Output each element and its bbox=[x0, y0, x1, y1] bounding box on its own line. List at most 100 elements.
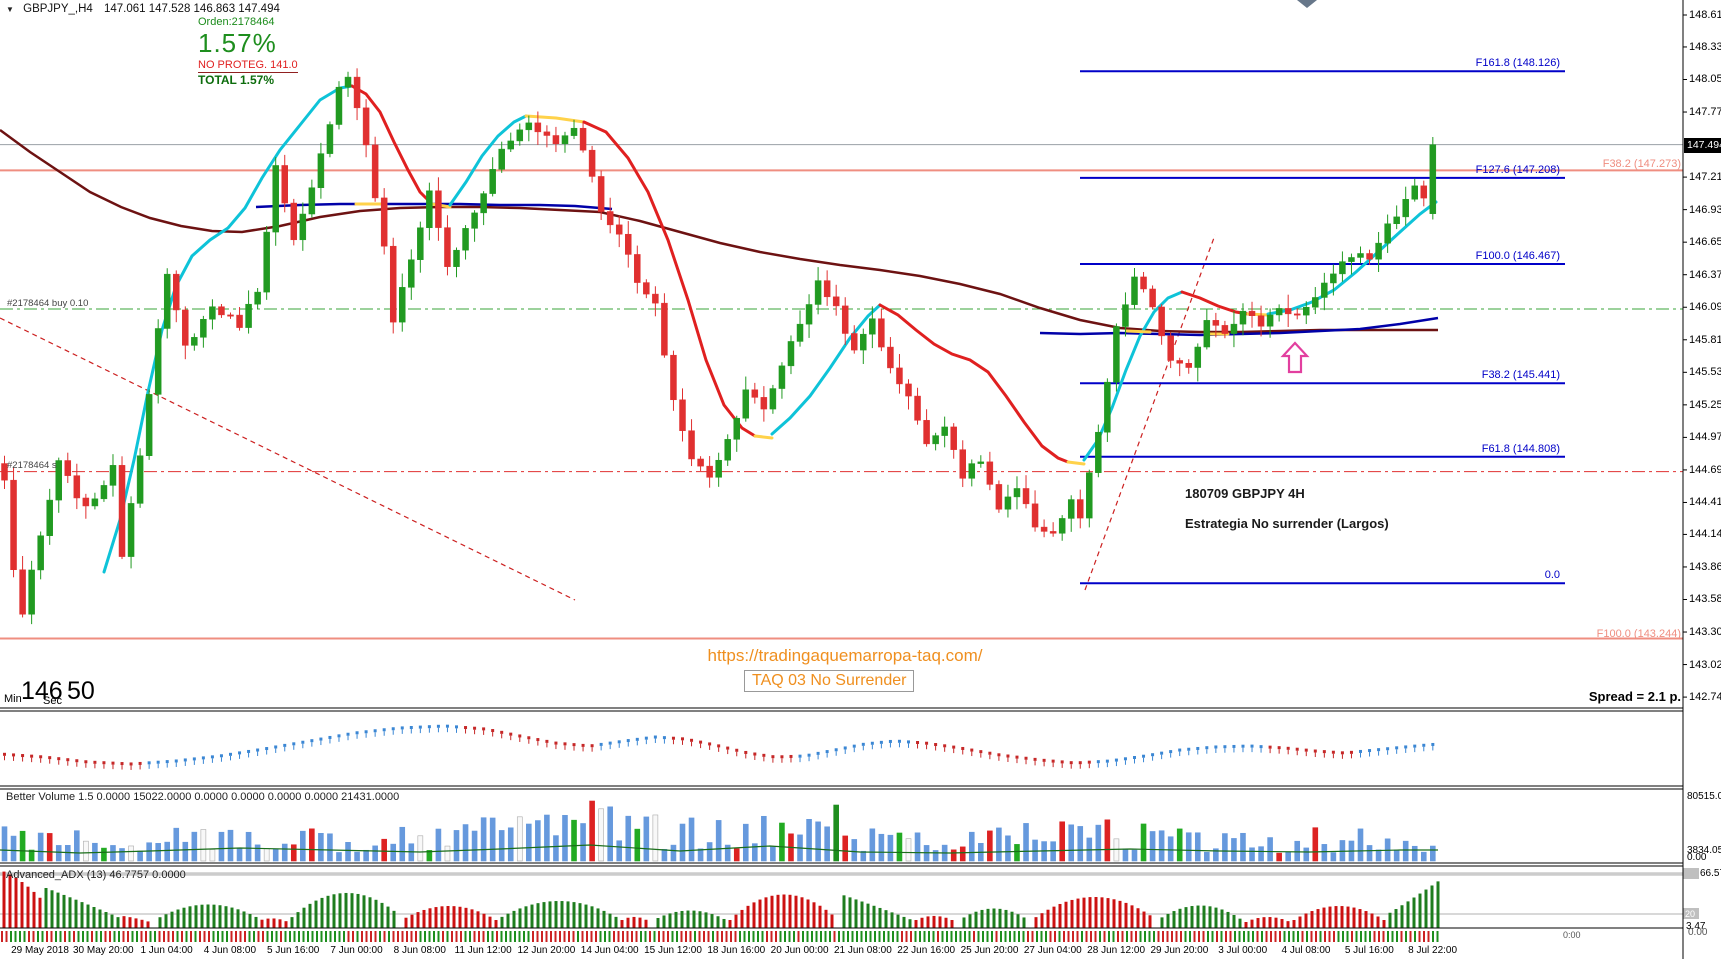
ma-fast-segment bbox=[1066, 460, 1086, 466]
candles-layer bbox=[1, 68, 1437, 625]
up-arrow-icon bbox=[1280, 341, 1310, 374]
ma-fast-segment bbox=[1180, 290, 1250, 316]
fib-label: F127.6 (147.208) bbox=[1475, 163, 1560, 176]
date-tick-label: 7 Jun 00:00 bbox=[330, 945, 383, 956]
no-proteg-label: NO PROTEG. 141.0 bbox=[198, 59, 298, 73]
symbol-collapse-icon[interactable]: ▼ bbox=[6, 5, 14, 14]
volume-axis-mid: 3834.05 bbox=[1687, 845, 1721, 856]
date-tick-label: 3 Jul 00:00 bbox=[1218, 945, 1268, 956]
fib-label: 0.0 bbox=[1544, 569, 1560, 582]
date-tick-label: 1 Jun 04:00 bbox=[140, 945, 193, 956]
horizontal-lines-layer bbox=[0, 144, 1683, 640]
date-tick-label: 4 Jul 08:00 bbox=[1281, 945, 1331, 956]
dots-oscillator-layer bbox=[3, 724, 1435, 770]
ma-fast-segment bbox=[1125, 329, 1152, 334]
date-tick-label: 25 Jun 20:00 bbox=[960, 945, 1019, 956]
clock-min-value: 146 bbox=[21, 677, 63, 705]
ma-slow-maroon bbox=[0, 128, 1438, 334]
price-tick-label: 146.375 bbox=[1689, 268, 1721, 281]
price-tick-label: 146.935 bbox=[1689, 203, 1721, 216]
price-tick-label: 147.215 bbox=[1689, 171, 1721, 184]
price-tick-label: 145.535 bbox=[1689, 366, 1721, 379]
price-tick-label: 148.055 bbox=[1689, 73, 1721, 86]
symbol-timeframe: GBPJPY_,H4 bbox=[23, 3, 93, 15]
clock-sec-value: 50 bbox=[67, 677, 95, 705]
fib-label: F161.8 (148.126) bbox=[1475, 57, 1560, 70]
volume-ma-line bbox=[0, 844, 1438, 854]
date-tick-label: 15 Jun 12:00 bbox=[644, 945, 702, 956]
advanced-adx-label: Advanced_ADX (13) 46.7757 0.0000 bbox=[6, 869, 186, 881]
profit-percent: 1.57% bbox=[198, 28, 277, 58]
date-tick-label: 5 Jul 16:00 bbox=[1344, 945, 1394, 956]
annotation-title: 180709 GBPJPY 4H bbox=[1185, 486, 1305, 501]
ma-fast-segment bbox=[1266, 200, 1438, 316]
price-tick-label: 143.860 bbox=[1689, 560, 1721, 573]
ma-fast-segment bbox=[753, 434, 774, 440]
date-tick-label: 18 Jun 16:00 bbox=[707, 945, 766, 956]
price-tick-label: 144.975 bbox=[1689, 431, 1721, 444]
date-tick-label: 20 Jun 00:00 bbox=[770, 945, 829, 956]
price-tick-label: 147.775 bbox=[1689, 106, 1721, 119]
price-tick-label: 146.095 bbox=[1689, 301, 1721, 314]
trade-info-block: Orden:2178464 1.57% NO PROTEG. 141.0 TOT… bbox=[198, 16, 298, 87]
trendlines-layer bbox=[0, 234, 1216, 601]
date-tick-label: 21 Jun 08:00 bbox=[833, 945, 892, 956]
price-tick-label: 145.815 bbox=[1689, 333, 1721, 346]
fib-label: F100.0 (146.467) bbox=[1475, 250, 1560, 263]
date-tick-label: 4 Jun 08:00 bbox=[203, 945, 257, 956]
buy-order-label: #2178464 buy 0.10 bbox=[7, 298, 89, 309]
website-url: https://tradingaquemarropa-taq.com/ bbox=[707, 646, 983, 665]
ma-fast-segment bbox=[582, 120, 757, 438]
ohlc-values: 147.061 147.528 146.863 147.494 bbox=[104, 3, 280, 15]
price-tick-label: 146.655 bbox=[1689, 236, 1721, 249]
date-tick-label: 27 Jun 04:00 bbox=[1023, 945, 1082, 956]
ma-fast-segment bbox=[770, 303, 882, 436]
price-axis-layer bbox=[1683, 14, 1687, 698]
price-tick-label: 148.335 bbox=[1689, 40, 1721, 53]
fib-label: F61.8 (144.808) bbox=[1481, 442, 1560, 455]
total-percent: TOTAL 1.57% bbox=[198, 73, 275, 87]
price-tick-label: 145.255 bbox=[1689, 398, 1721, 411]
clock-sec-label: Sec bbox=[43, 695, 62, 707]
price-tick-label: 148.610 bbox=[1689, 9, 1721, 21]
adx-axis-current: 3.47 bbox=[1686, 921, 1706, 932]
ma-fast-segment bbox=[878, 303, 1070, 464]
date-tick-label: 12 Jun 20:00 bbox=[517, 945, 576, 956]
volume-layer bbox=[0, 800, 1438, 862]
date-tick-label: 29 Jun 20:00 bbox=[1150, 945, 1209, 956]
price-tick-label: 144.695 bbox=[1689, 463, 1721, 476]
volume-axis-zero: 0.00 bbox=[1687, 852, 1707, 863]
chevron-down-icon bbox=[1297, 0, 1317, 8]
barcode-strip-layer bbox=[1, 931, 1439, 942]
price-tick-label: 143.020 bbox=[1689, 658, 1721, 671]
price-tick-label: 143.580 bbox=[1689, 593, 1721, 606]
ma-fast-segment bbox=[102, 84, 354, 574]
date-tick-label: 8 Jul 22:00 bbox=[1408, 945, 1458, 956]
current-price-box: 147.494 bbox=[1684, 138, 1721, 153]
taq-label-box: TAQ 03 No Surrender bbox=[744, 670, 915, 692]
ma-fast-segment bbox=[448, 114, 528, 207]
annotation-strategy: Estrategia No surrender (Largos) bbox=[1185, 516, 1389, 531]
ma-navy bbox=[1039, 316, 1439, 337]
strip-end-time: 0:00 bbox=[1563, 930, 1581, 940]
annotation-shapes-layer bbox=[1280, 0, 1317, 374]
fib-label: F38.2 (145.441) bbox=[1481, 369, 1560, 382]
price-tick-label: 144.415 bbox=[1689, 496, 1721, 509]
adx-layer: 20 bbox=[0, 868, 1699, 928]
date-tick-label: 28 Jun 12:00 bbox=[1087, 945, 1145, 956]
ma-fast-segment bbox=[524, 114, 586, 124]
date-tick-label: 11 Jun 12:00 bbox=[454, 945, 512, 956]
order-number: Orden:2178464 bbox=[198, 16, 275, 28]
adx-axis-zero: 0.00 bbox=[1688, 927, 1708, 938]
better-volume-label: Better Volume 1.5 0.0000 15022.0000 0.00… bbox=[6, 791, 400, 803]
adx-axis-max: 66.5711 bbox=[1700, 868, 1721, 879]
spread-label: Spread = 2.1 p. bbox=[1588, 689, 1681, 704]
price-tick-label: 143.300 bbox=[1689, 626, 1721, 639]
chart-header: ▼ GBPJPY_,H4 147.061 147.528 146.863 147… bbox=[6, 3, 280, 15]
date-tick-label: 30 May 20:00 bbox=[72, 945, 134, 956]
clock-min-label: Min bbox=[4, 693, 22, 705]
date-tick-label: 29 May 2018 bbox=[11, 945, 69, 956]
price-tick-label: 144.140 bbox=[1689, 528, 1721, 541]
